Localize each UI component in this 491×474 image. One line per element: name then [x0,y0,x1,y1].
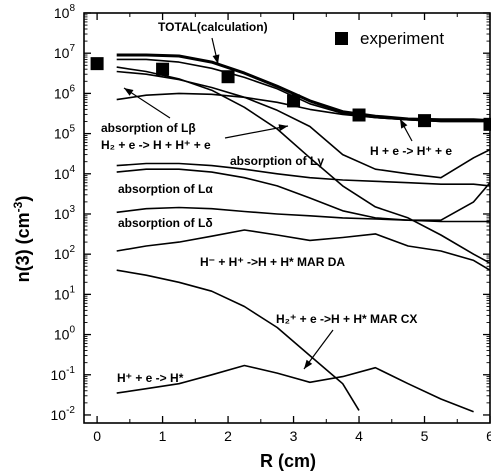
y-tick-label-exponent: 6 [69,83,75,94]
annotation-lgamma: absorption of Lγ [230,154,324,168]
arrow-lbeta-head [124,88,134,96]
y-tick-label-exponent: 4 [69,164,75,175]
y-tick-label-base: 10 [54,45,70,61]
legend-label: experiment [360,29,444,48]
experiment-point [352,108,366,122]
y-tick-label-base: 10 [54,246,70,262]
series-line-absorption-of-l [116,92,490,123]
y-axis-title-exponent: -3 [11,201,25,212]
experiment-point [156,62,170,76]
experiment-point [418,114,432,128]
y-tick-label-exponent: 3 [69,204,75,215]
series-line-h2-e-h-h-mar-cx [116,269,360,411]
y-axis-title-main: n(3) (cm [13,212,33,282]
series-line-absorption-of-l [116,206,490,223]
annotation-recomb: H⁺ + e -> H* [117,371,184,385]
x-tick-label: 4 [355,428,363,444]
series-line-h-e-h [116,364,474,413]
y-tick-label-base: 10 [54,327,70,343]
y-tick-label: 107 [54,43,76,61]
annotation-mar-cx: H₂⁺ + e ->H + H* MAR CX [276,312,417,326]
legend-marker-square [335,32,348,45]
series-line-h-h-h-h-mar-da [116,229,491,271]
y-tick-label-base: 10 [54,206,70,222]
x-tick-label: 2 [224,428,232,444]
x-axis-title: R (cm) [260,451,316,471]
experiment-point [287,94,301,108]
y-tick-label-base: 10 [54,5,70,21]
experiment-point [221,70,235,84]
tick-labels: 0 1 2 3 4 5 610-210-11001011021031041051061071… [51,3,491,444]
y-tick-label-base: 10 [54,126,70,142]
y-tick-label: 102 [54,244,76,262]
y-tick-label-base: 10 [54,85,70,101]
y-tick-label-exponent: -2 [66,405,75,416]
y-tick-label-exponent: 1 [69,284,75,295]
series-line-curve-low-rising [116,168,491,221]
annotation-h2e: H₂ + e -> H + H⁺ + e [101,138,211,152]
annotation-total: TOTAL(calculation) [158,20,268,34]
arrow-lbeta-line [123,87,171,119]
y-tick-label: 104 [54,164,76,182]
x-tick-label: 3 [290,428,298,444]
series-line-total-calculation [116,53,491,123]
annotation-mar-da: H⁻ + H⁺ ->H + H* MAR DA [200,255,345,269]
experiment-markers [90,57,491,131]
y-axis-title: n(3) (cm-3) [11,196,33,283]
y-tick-label: 100 [54,325,76,343]
y-axis-title-close: ) [13,196,33,202]
y-tick-label: 106 [54,83,76,101]
series-lines [116,53,491,413]
x-tick-label: 6 [486,428,491,444]
y-tick-label-exponent: -1 [66,365,75,376]
y-tick-label: 10-1 [51,365,76,383]
arrow-mar-cx-head [304,359,313,369]
arrow-h2e-head [278,124,288,132]
x-tick-label: 1 [159,428,167,444]
annotation-lbeta: absorption of Lβ [101,121,196,135]
x-tick-label: 0 [93,428,101,444]
annotation-hion: H + e -> H⁺ + e [370,144,452,158]
y-tick-label-exponent: 5 [69,124,75,135]
annotation-ldelta: absorption of Lδ [118,216,213,230]
y-tick-label-base: 10 [54,166,70,182]
series-line-h-e-h-e [116,70,491,179]
y-tick-label: 105 [54,124,76,142]
series-line-absorption-of-l [116,162,491,187]
y-tick-label: 108 [54,3,76,21]
arrow-h2e-line [224,125,289,139]
y-tick-label: 103 [54,204,76,222]
y-tick-label-exponent: 0 [69,325,75,336]
y-tick-label-base: 10 [51,367,67,383]
y-tick-label-base: 10 [54,286,70,302]
y-tick-label-exponent: 2 [69,244,75,255]
y-tick-label: 101 [54,284,76,302]
experiment-point [90,57,104,71]
arrow-total-head [212,54,220,64]
experiment-point [483,117,491,131]
y-tick-label-base: 10 [51,407,67,423]
x-tick-label: 5 [421,428,429,444]
y-tick-label-exponent: 7 [69,43,75,54]
annotation-lalpha: absorption of Lα [118,182,213,196]
annotation-arrows [123,37,413,370]
axis-ticks [84,12,491,423]
y-tick-label: 10-2 [51,405,76,423]
arrow-hion-head [400,119,408,129]
y-tick-label-exponent: 8 [69,3,75,14]
